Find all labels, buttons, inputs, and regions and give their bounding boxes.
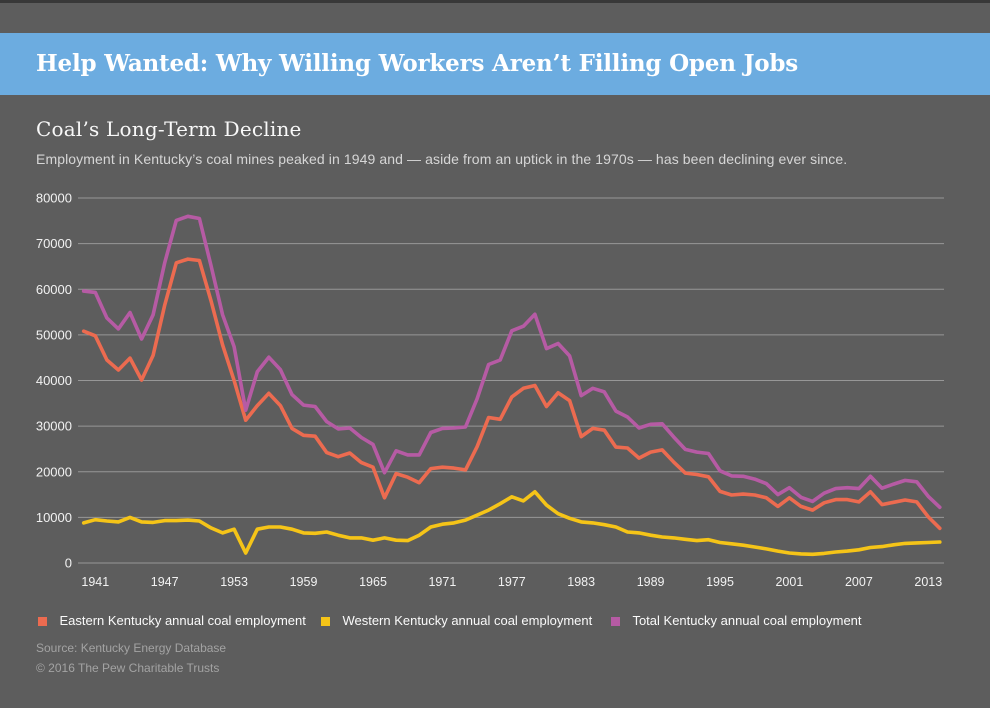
legend-item-western: Western Kentucky annual coal employment xyxy=(321,612,592,630)
chart-title: Coal’s Long-Term Decline xyxy=(36,117,302,141)
header-banner: Help Wanted: Why Willing Workers Aren’t … xyxy=(0,33,990,95)
legend-label-total: Total Kentucky annual coal employment xyxy=(632,613,862,628)
x-tick-label: 1947 xyxy=(151,575,179,589)
x-tick-label: 1959 xyxy=(290,575,318,589)
legend-label-eastern: Eastern Kentucky annual coal employment xyxy=(59,613,306,628)
y-tick-label: 80000 xyxy=(36,191,72,206)
y-tick-label: 0 xyxy=(65,556,72,571)
x-tick-label: 1941 xyxy=(81,575,109,589)
x-tick-label: 1983 xyxy=(567,575,595,589)
western-series-swatch xyxy=(321,617,330,626)
y-tick-label: 10000 xyxy=(36,510,72,525)
x-tick-label: 2007 xyxy=(845,575,873,589)
legend-item-eastern: Eastern Kentucky annual coal employment xyxy=(38,612,306,630)
series-line-eastern xyxy=(81,257,942,531)
page-title: Help Wanted: Why Willing Workers Aren’t … xyxy=(36,50,799,77)
source-note: Source: Kentucky Energy Database xyxy=(36,641,227,655)
copyright-note: © 2016 The Pew Charitable Trusts xyxy=(36,661,220,675)
chart-subtitle: Employment in Kentucky’s coal mines peak… xyxy=(36,151,848,167)
x-tick-label: 1989 xyxy=(637,575,665,589)
eastern-series-swatch xyxy=(38,617,47,626)
legend-label-western: Western Kentucky annual coal employment xyxy=(342,613,593,628)
chart-legend: Eastern Kentucky annual coal employment … xyxy=(0,612,990,632)
y-tick-label: 50000 xyxy=(36,327,72,342)
x-tick-label: 1965 xyxy=(359,575,387,589)
legend-item-total: Total Kentucky annual coal employment xyxy=(611,612,862,630)
y-tick-label: 70000 xyxy=(36,236,72,251)
series-line-western xyxy=(81,489,942,557)
y-tick-label: 40000 xyxy=(36,373,72,388)
x-tick-label: 1953 xyxy=(220,575,248,589)
y-tick-label: 60000 xyxy=(36,282,72,297)
top-border xyxy=(0,0,990,3)
y-tick-label: 20000 xyxy=(36,464,72,479)
x-tick-label: 1995 xyxy=(706,575,734,589)
total-series-swatch xyxy=(611,617,620,626)
x-tick-label: 1977 xyxy=(498,575,526,589)
x-tick-label: 2013 xyxy=(914,575,942,589)
y-tick-label: 30000 xyxy=(36,419,72,434)
series-line-total xyxy=(81,214,942,510)
x-tick-label: 1971 xyxy=(428,575,456,589)
x-tick-label: 2001 xyxy=(775,575,803,589)
